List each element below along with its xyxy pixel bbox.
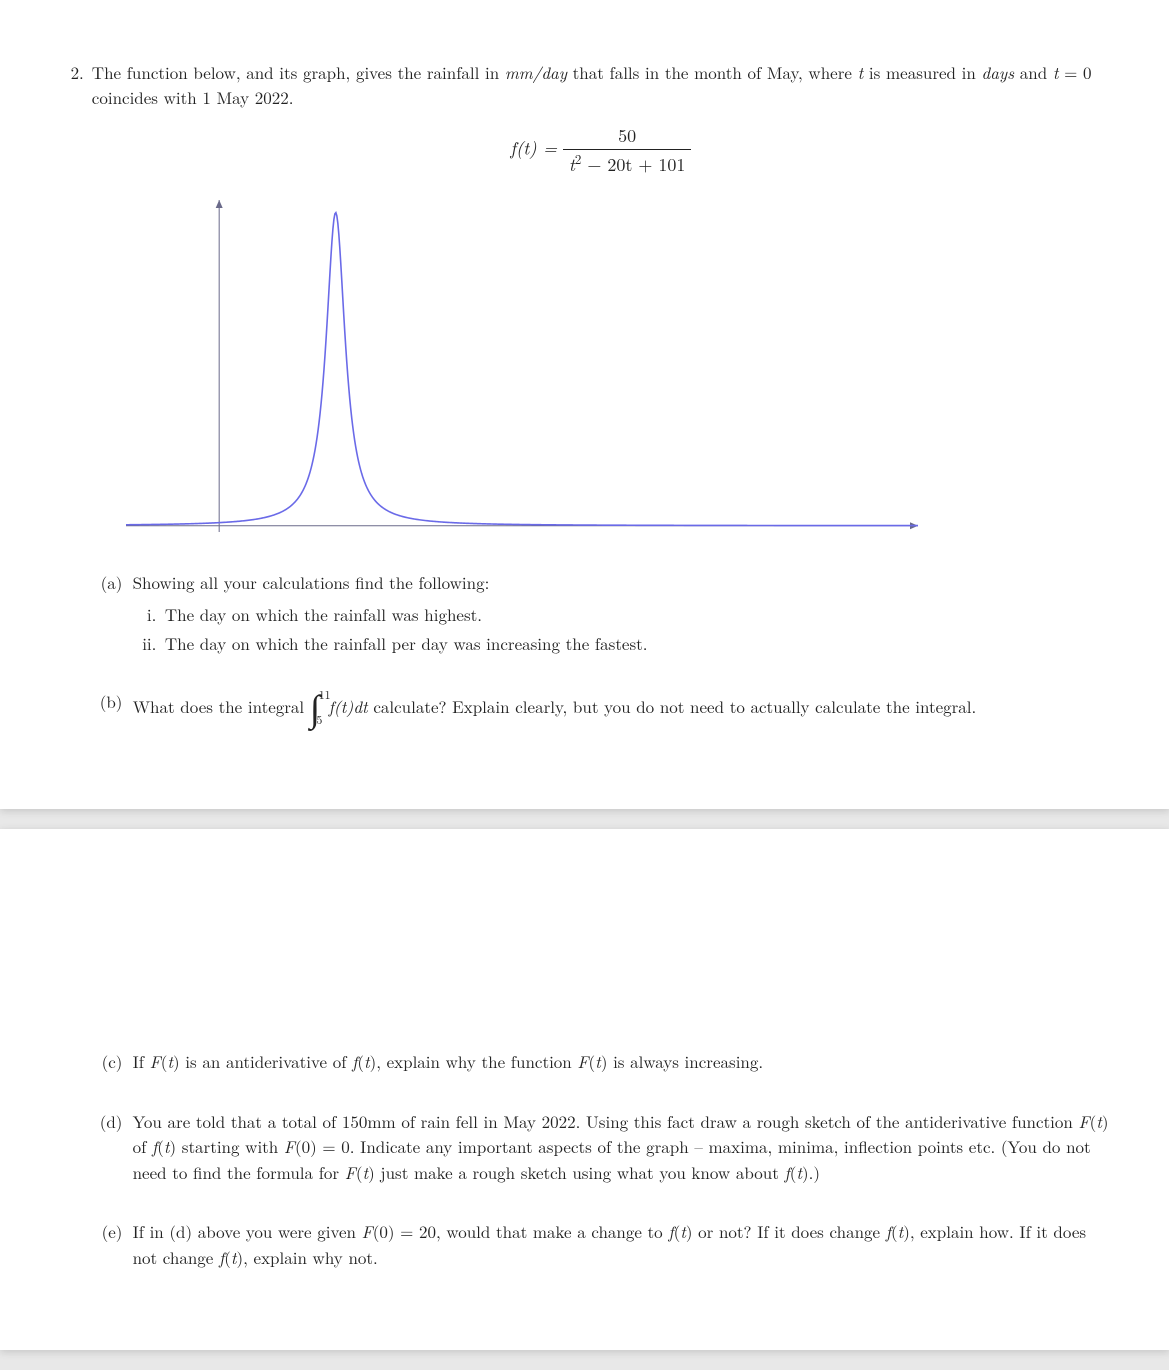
part-b-integrand: f(t)dt <box>329 694 368 718</box>
integral-icon: ∫115 <box>310 689 320 730</box>
part-a-body: Showing all your calculations find the f… <box>133 570 1110 661</box>
part-a-marker: (a) <box>92 570 123 595</box>
graph-container <box>122 196 1110 542</box>
part-b-marker: (b) <box>92 689 123 714</box>
part-d-body: You are told that a total of 150mm of ra… <box>133 1109 1110 1186</box>
part-a-i-text: The day on which the rainfall was highes… <box>165 602 482 628</box>
part-b-body: What does the integral ∫115 f(t)dt calcu… <box>133 689 1110 730</box>
page-2: (c) If F(t) is an antiderivative of f(t)… <box>0 829 1169 1350</box>
page-1: 2. The function below, and its graph, gi… <box>0 0 1169 809</box>
eq-numerator: 50 <box>563 123 691 150</box>
problem-intro: The function below, and its graph, gives… <box>92 60 1092 109</box>
eq-lhs: f(t) = <box>510 136 556 161</box>
part-b-pre: What does the integral <box>133 694 310 718</box>
part-e-marker: (e) <box>92 1219 123 1244</box>
eq-denominator: t2 − 20t + 101 <box>563 150 691 178</box>
part-e-body: If in (d) above you were given F(0) = 20… <box>133 1219 1110 1270</box>
equation: f(t) = 50 t2 − 20t + 101 <box>92 123 1110 178</box>
problem-number: 2. <box>60 60 84 84</box>
part-c: (c) If F(t) is an antiderivative of f(t)… <box>92 1049 1110 1075</box>
part-c-marker: (c) <box>92 1049 123 1074</box>
part-a-ii: ii. The day on which the rainfall per da… <box>133 631 1110 657</box>
part-c-body: If F(t) is an antiderivative of f(t), ex… <box>133 1049 1110 1075</box>
part-a-ii-text: The day on which the rainfall per day wa… <box>165 631 648 657</box>
problem-body: The function below, and its graph, gives… <box>92 60 1110 749</box>
problem-block: 2. The function below, and its graph, gi… <box>60 60 1110 749</box>
part-d: (d) You are told that a total of 150mm o… <box>92 1109 1110 1186</box>
part-a-ii-marker: ii. <box>133 631 157 657</box>
part-b: (b) What does the integral ∫115 f(t)dt c… <box>92 689 1110 730</box>
part-a-text: Showing all your calculations find the f… <box>133 570 490 594</box>
parts-list-2: (c) If F(t) is an antiderivative of f(t)… <box>92 1049 1110 1270</box>
parts-list: (a) Showing all your calculations find t… <box>92 570 1110 729</box>
rainfall-graph <box>122 196 922 536</box>
part-a-i-marker: i. <box>133 602 157 628</box>
part-a-i: i. The day on which the rainfall was hig… <box>133 602 1110 628</box>
problem-block-2: (c) If F(t) is an antiderivative of f(t)… <box>60 1049 1110 1290</box>
eq-fraction: 50 t2 − 20t + 101 <box>563 123 691 178</box>
problem-body-2: (c) If F(t) is an antiderivative of f(t)… <box>92 1049 1110 1290</box>
part-a-roman: i. The day on which the rainfall was hig… <box>133 602 1110 657</box>
part-a: (a) Showing all your calculations find t… <box>92 570 1110 661</box>
part-d-marker: (d) <box>92 1109 123 1134</box>
page-2-top-space <box>60 889 1110 1049</box>
part-e: (e) If in (d) above you were given F(0) … <box>92 1219 1110 1270</box>
part-b-post: calculate? Explain clearly, but you do n… <box>368 694 977 718</box>
